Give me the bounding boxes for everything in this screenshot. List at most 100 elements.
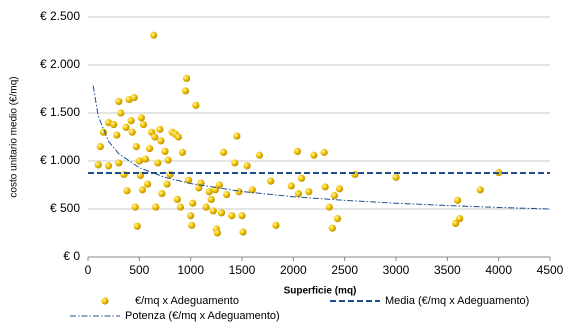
point — [328, 224, 336, 232]
x-tick-label: 3000 — [383, 263, 410, 277]
point — [113, 131, 121, 139]
point — [115, 159, 123, 167]
point — [158, 190, 166, 198]
point — [187, 212, 195, 220]
point — [156, 125, 164, 133]
x-tick-label: 2000 — [280, 263, 307, 277]
point — [454, 196, 462, 204]
point — [161, 147, 169, 155]
point — [178, 148, 187, 156]
point — [207, 195, 215, 203]
legend-label: €/mq x Adeguamento — [135, 295, 239, 307]
point — [294, 190, 303, 198]
point — [104, 162, 113, 170]
point — [154, 159, 162, 167]
point — [287, 182, 295, 190]
point — [333, 215, 342, 223]
x-tick-label: 4500 — [537, 263, 564, 277]
point — [219, 148, 228, 156]
legend-label: Potenza (€/mq x Adeguamento) — [125, 310, 280, 322]
y-tick-label: € 500 — [50, 201, 80, 215]
x-tick-label: 0 — [85, 263, 92, 277]
x-tick-label: 1000 — [177, 263, 204, 277]
point — [233, 132, 241, 140]
point — [94, 161, 102, 169]
y-tick-label: € 2.000 — [40, 57, 80, 71]
point — [138, 186, 147, 194]
point — [96, 143, 104, 151]
point — [143, 180, 152, 188]
point — [209, 207, 217, 215]
x-tick-label: 4000 — [485, 263, 512, 277]
point — [188, 221, 196, 229]
x-tick-label: 2500 — [331, 263, 358, 277]
point — [330, 191, 338, 200]
point — [238, 212, 246, 220]
point — [215, 181, 224, 189]
point — [164, 156, 172, 164]
legend-label: Media (€/mq x Adeguamento) — [385, 295, 529, 307]
point — [128, 128, 136, 136]
point — [248, 186, 256, 194]
point — [476, 186, 484, 194]
y-axis-label: costo unitario medio (€/mq) — [9, 76, 20, 197]
point — [255, 151, 264, 159]
point — [137, 114, 145, 122]
line — [92, 85, 551, 210]
point — [130, 94, 138, 102]
point — [213, 229, 221, 237]
y-tick-label: € 2.500 — [40, 9, 80, 23]
point — [235, 188, 243, 196]
point — [132, 143, 140, 151]
x-axis-label: Superficie (mq) — [284, 286, 357, 297]
point — [176, 203, 184, 211]
point — [131, 203, 139, 211]
point — [115, 97, 123, 106]
point — [139, 120, 148, 129]
point — [185, 176, 193, 184]
point — [127, 117, 135, 125]
point — [321, 183, 329, 191]
point — [157, 137, 165, 145]
point — [310, 151, 318, 159]
point — [211, 186, 219, 194]
legend-symbol — [101, 297, 109, 305]
x-tick-label: 1500 — [229, 263, 256, 277]
point — [243, 162, 251, 170]
point — [173, 195, 181, 203]
point — [267, 177, 275, 185]
point — [217, 209, 226, 217]
y-tick-label: € 1.000 — [40, 153, 80, 167]
point — [182, 74, 191, 83]
y-tick-label: € 0 — [63, 249, 80, 263]
point — [202, 203, 210, 211]
point — [239, 228, 247, 236]
point — [150, 31, 158, 39]
point — [351, 170, 359, 179]
point — [151, 133, 159, 141]
point — [135, 157, 143, 165]
point — [110, 120, 118, 129]
point — [122, 123, 130, 131]
x-tick-label: 500 — [129, 263, 149, 277]
point — [451, 219, 460, 227]
point — [166, 170, 174, 179]
y-tick-label: € 1.500 — [40, 105, 80, 119]
point — [456, 215, 464, 223]
point — [228, 212, 236, 220]
point — [272, 221, 280, 229]
point — [297, 174, 306, 182]
point — [181, 87, 190, 95]
point — [392, 173, 400, 181]
point — [305, 188, 313, 196]
point — [133, 222, 141, 230]
point — [123, 187, 131, 195]
point — [231, 159, 239, 167]
point — [320, 148, 328, 156]
point — [325, 203, 333, 211]
point — [163, 180, 171, 188]
point — [141, 155, 150, 163]
point — [117, 109, 125, 117]
point — [146, 144, 154, 153]
